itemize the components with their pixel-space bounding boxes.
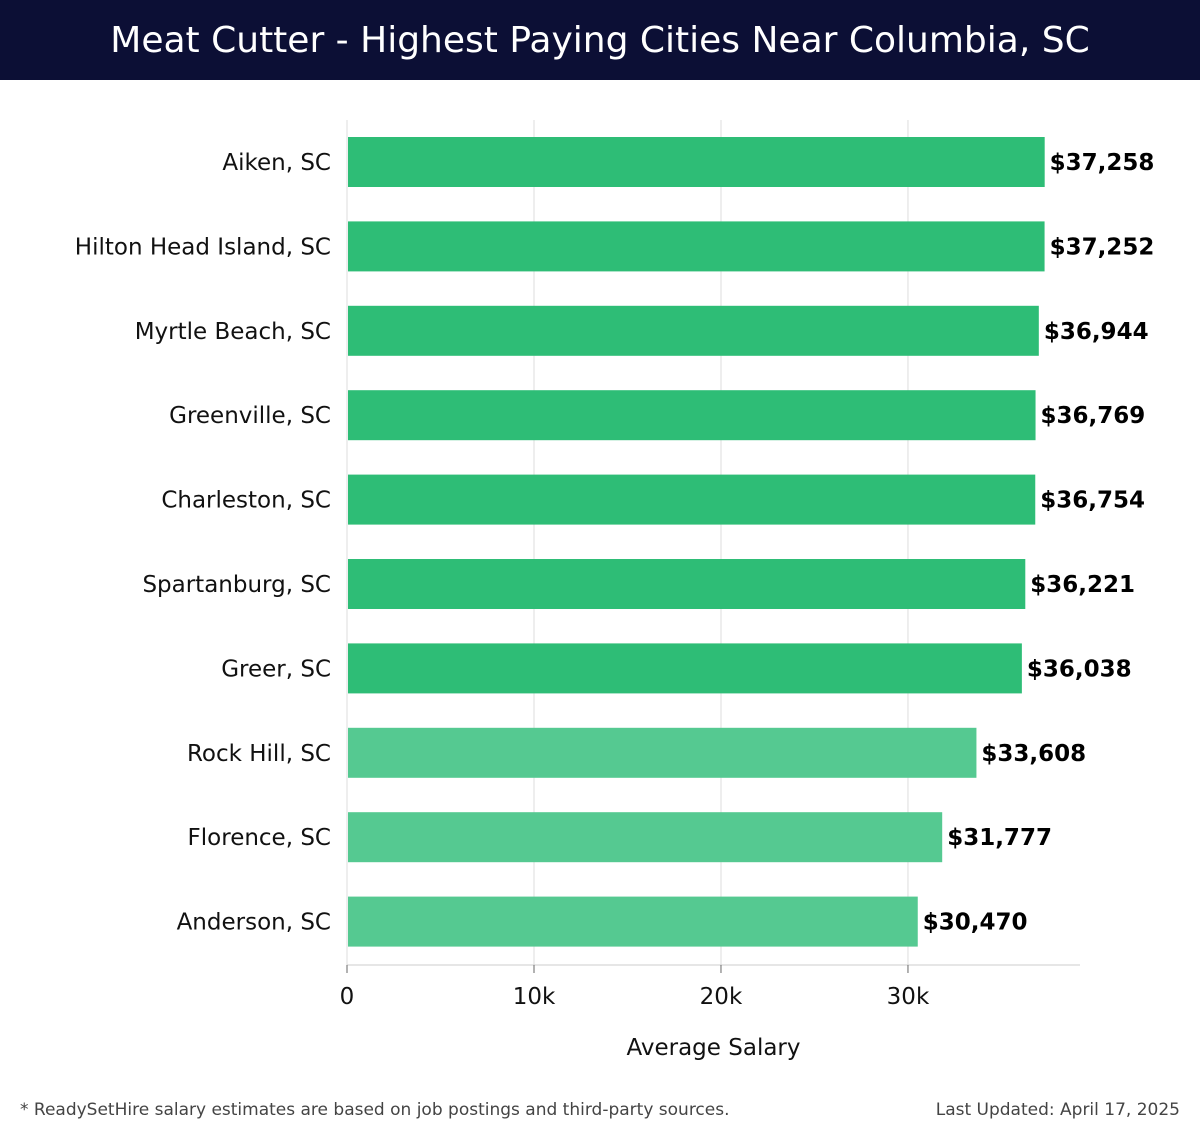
footer-note: * ReadySetHire salary estimates are base… <box>20 1100 730 1120</box>
category-label: Greenville, SC <box>169 403 331 429</box>
value-label: $36,944 <box>1044 319 1149 345</box>
value-label: $36,769 <box>1041 403 1146 429</box>
bar <box>348 390 1036 441</box>
category-label: Rock Hill, SC <box>187 741 331 767</box>
bar <box>348 896 918 947</box>
category-label: Florence, SC <box>188 825 331 851</box>
chart-header: Meat Cutter - Highest Paying Cities Near… <box>0 0 1200 80</box>
category-label: Myrtle Beach, SC <box>135 319 331 345</box>
category-label: Aiken, SC <box>222 150 331 176</box>
category-label: Hilton Head Island, SC <box>75 234 331 260</box>
x-tick-label: 30k <box>887 984 930 1010</box>
x-tick-label: 20k <box>700 984 743 1010</box>
value-label: $30,470 <box>923 910 1028 936</box>
category-label: Spartanburg, SC <box>142 572 331 598</box>
value-label: $36,221 <box>1030 572 1135 598</box>
value-label: $36,038 <box>1027 656 1132 682</box>
value-label: $33,608 <box>981 741 1086 767</box>
bar <box>348 727 977 778</box>
x-tick-label: 10k <box>513 984 556 1010</box>
bar <box>348 559 1026 609</box>
x-axis-title: Average Salary <box>626 1035 800 1061</box>
bar <box>348 474 1036 525</box>
bar <box>348 812 943 863</box>
category-label: Greer, SC <box>221 656 331 682</box>
bar <box>348 305 1039 356</box>
x-tick-label: 0 <box>340 984 355 1010</box>
category-label: Charleston, SC <box>161 488 331 514</box>
value-label: $37,252 <box>1050 234 1155 260</box>
bar <box>348 643 1022 694</box>
value-label: $31,777 <box>947 825 1052 851</box>
value-label: $36,754 <box>1040 488 1145 514</box>
bar <box>348 221 1045 272</box>
value-label: $37,258 <box>1050 150 1155 176</box>
chart-title: Meat Cutter - Highest Paying Cities Near… <box>110 19 1090 61</box>
bar <box>348 137 1045 187</box>
category-label: Anderson, SC <box>177 910 331 936</box>
footer-updated: Last Updated: April 17, 2025 <box>935 1100 1180 1120</box>
